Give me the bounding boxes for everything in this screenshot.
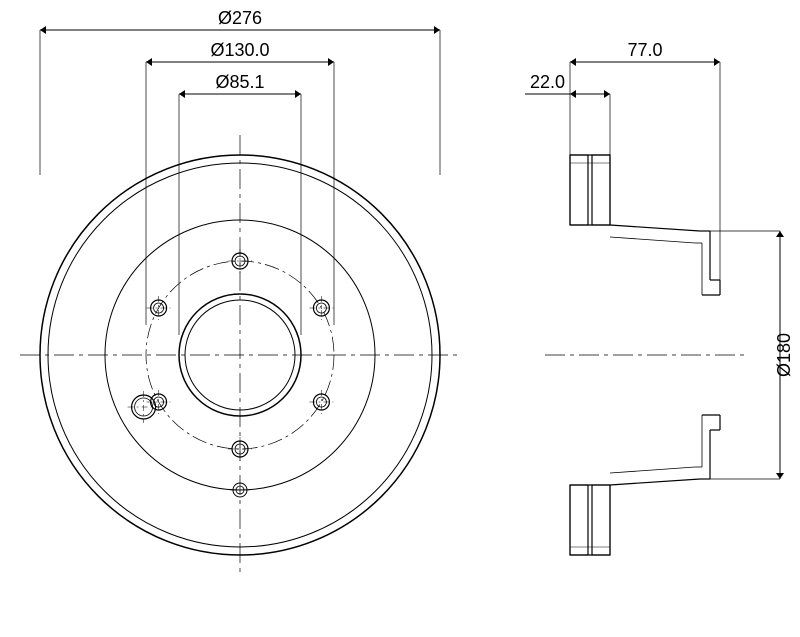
arrow-head: [604, 90, 610, 98]
arrow-head: [776, 231, 784, 237]
arrow-head: [714, 58, 720, 66]
dimension-label: Ø85.1: [215, 72, 264, 92]
dimension-label: Ø180: [774, 333, 794, 377]
drawing-element: [592, 485, 610, 555]
brake-disc-drawing: Ø276 Ø130.0 Ø85.1 77.0 22.0 Ø180: [0, 0, 800, 637]
drawing-element: [570, 485, 588, 555]
dimension-label: Ø276: [218, 8, 262, 28]
dimension-label: 22.0: [530, 72, 565, 92]
dimension-label: 77.0: [627, 40, 662, 60]
drawing-line: [610, 479, 700, 485]
arrow-head: [434, 26, 440, 34]
arrow-head: [570, 90, 576, 98]
drawing-element: [570, 155, 588, 225]
arrow-head: [179, 90, 185, 98]
drawing-element: [592, 155, 610, 225]
arrow-head: [146, 58, 152, 66]
drawing-line: [610, 467, 695, 473]
arrow-head: [40, 26, 46, 34]
arrow-head: [776, 473, 784, 479]
arrow-head: [328, 58, 334, 66]
drawing-line: [610, 237, 695, 243]
arrow-head: [295, 90, 301, 98]
dimension-label: Ø130.0: [210, 40, 269, 60]
drawing-line: [610, 225, 700, 231]
arrow-head: [570, 58, 576, 66]
